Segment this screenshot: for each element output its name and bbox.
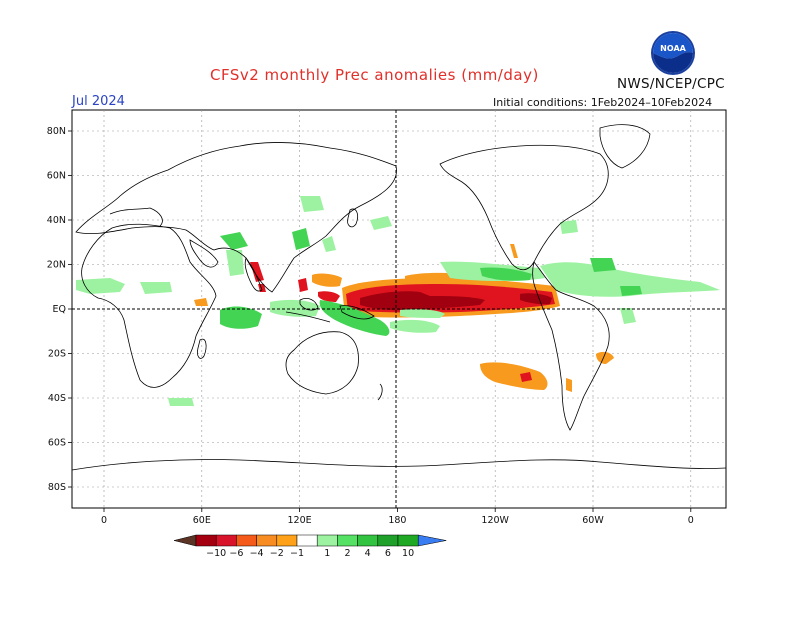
initial-conditions-label: Initial conditions: 1Feb2024–10Feb2024 [493,96,713,109]
colorbar-label: −4 [250,548,264,559]
lat-tick-label: 80S [48,482,66,493]
lon-tick-label: 60E [193,515,211,526]
colorbar-segment [397,534,419,547]
longitude-ticks: 0 60E 120E 180 120W 60W 0 [101,508,694,526]
colorbar-label: 1 [324,548,330,559]
colorbar-high-arrow [417,534,447,547]
lat-tick-label: 60S [48,438,66,449]
colorbar-low-arrow [173,534,197,547]
colorbar-segment [256,534,278,547]
lon-tick-label: 120W [481,515,509,526]
colorbar-segment [195,534,217,547]
lat-tick-label: 80N [47,126,66,137]
lat-tick-label: 20S [48,349,66,360]
colorbar-segment [337,534,358,547]
logo-text: NOAA [660,44,686,53]
lat-tick-label: EQ [53,304,66,315]
colorbar: −10 −6 −4 −2 −1 1 2 4 6 10 [173,534,447,559]
colorbar-segment [296,534,318,547]
lon-tick-label: 0 [101,515,107,526]
colorbar-label: −1 [290,548,304,559]
latitude-ticks: 80N 60N 40N 20N EQ 20S 40S 60S 80S [47,126,72,493]
map-title: CFSv2 monthly Prec anomalies (mm/day) [210,66,539,84]
colorbar-segment [215,534,237,547]
lat-tick-label: 40N [47,215,66,226]
colorbar-segment [316,534,338,547]
colorbar-segment [377,534,399,547]
colorbar-label: 2 [344,548,350,559]
lon-tick-label: 180 [388,515,406,526]
coastlines [71,124,727,471]
colorbar-label: 10 [402,548,414,559]
lat-tick-label: 20N [47,260,66,271]
lat-tick-label: 40S [48,393,66,404]
colorbar-label: −2 [270,548,284,559]
colorbar-label: 6 [385,548,391,559]
wet-anomaly-green [76,278,125,294]
lon-tick-label: 0 [688,515,694,526]
colorbar-segment [236,534,257,547]
lon-tick-label: 120E [288,515,312,526]
colorbar-segment [276,534,298,547]
forecast-month-label: Jul 2024 [72,94,125,109]
dry-anomaly-darkred [360,291,485,311]
colorbar-segment [357,534,379,547]
grid-lines [72,110,726,508]
lat-tick-label: 60N [47,171,66,182]
organization-label: NWS/NCEP/CPC [617,76,725,92]
colorbar-label: −6 [229,548,243,559]
lon-tick-label: 60W [582,515,604,526]
colorbar-label: 4 [365,548,371,559]
colorbar-label: −10 [206,548,226,559]
noaa-logo-icon: NOAA [651,31,695,75]
